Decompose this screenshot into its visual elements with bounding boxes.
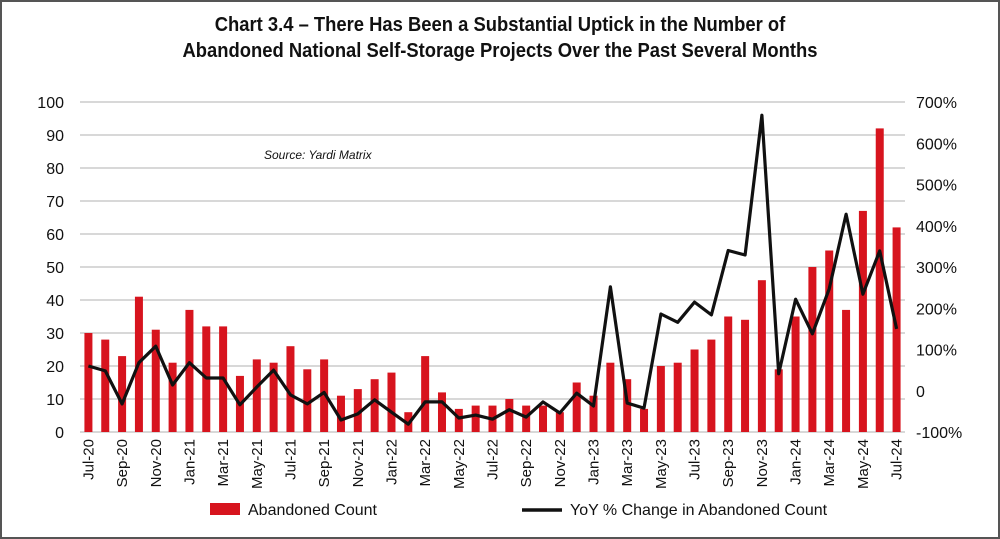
bar-Jul-24: [892, 227, 901, 432]
bar-Oct-22: [539, 405, 548, 432]
source-note: Source: Yardi Matrix: [264, 148, 373, 162]
right-tick-label: 300%: [916, 260, 957, 277]
x-tick-label: Nov-20: [148, 439, 165, 487]
x-tick-label: Jan-22: [383, 439, 400, 485]
right-tick-label: 200%: [916, 301, 957, 318]
x-tick-label: Jul-23: [687, 439, 704, 480]
bar-Oct-21: [336, 395, 345, 432]
bar-Nov-23: [757, 280, 766, 432]
bar-Sep-22: [522, 405, 531, 432]
bar-Aug-20: [101, 339, 110, 432]
x-tick-label: Nov-22: [552, 439, 569, 487]
bar-Jul-20: [84, 333, 93, 432]
x-tick-label: May-22: [451, 439, 468, 489]
bar-Apr-24: [842, 309, 851, 432]
bar-Nov-22: [555, 412, 564, 432]
bar-Nov-21: [353, 389, 362, 432]
title-line-1: Chart 3.4 – There Has Been a Substantial…: [214, 14, 786, 36]
x-tick-label: Jan-24: [788, 439, 805, 485]
left-tick-label: 90: [46, 128, 64, 145]
bar-Aug-23: [707, 339, 716, 432]
bar-Jul-23: [690, 349, 699, 432]
x-tick-label: Nov-23: [754, 439, 771, 487]
bar-May-23: [656, 366, 665, 432]
bar-Sep-20: [118, 356, 127, 432]
bar-Apr-23: [640, 408, 649, 432]
x-tick-label: Mar-23: [619, 439, 636, 487]
bar-Jul-21: [286, 346, 295, 432]
right-tick-label: 700%: [916, 95, 957, 112]
x-tick-label: Sep-23: [720, 439, 737, 487]
right-tick-label: 500%: [916, 178, 957, 195]
x-tick-label: Sep-22: [518, 439, 535, 487]
bar-Dec-21: [370, 379, 379, 432]
bar-Apr-22: [437, 392, 446, 432]
right-tick-label: 600%: [916, 136, 957, 153]
x-tick-label: Mar-21: [215, 439, 232, 487]
bar-Jun-22: [471, 405, 480, 432]
bar-Nov-20: [151, 329, 160, 432]
bar-Feb-23: [606, 362, 615, 432]
left-tick-label: 70: [46, 194, 64, 211]
chart-title: Chart 3.4 – There Has Been a Substantial…: [42, 12, 958, 64]
left-tick-label: 60: [46, 227, 64, 244]
bar-Jan-23: [589, 395, 598, 432]
left-tick-label: 10: [46, 392, 64, 409]
bar-May-21: [252, 359, 261, 432]
bar-Dec-23: [774, 369, 783, 432]
legend-label-bar: Abandoned Count: [248, 502, 378, 519]
left-tick-label: 0: [55, 425, 64, 442]
x-tick-label: Sep-21: [316, 439, 333, 487]
x-tick-label: Sep-20: [114, 439, 131, 487]
right-tick-label: 100%: [916, 343, 957, 360]
x-tick-label: Jul-20: [80, 439, 97, 480]
x-tick-label: May-24: [855, 439, 872, 489]
bar-Feb-24: [808, 267, 817, 432]
bar-Jan-21: [185, 309, 194, 432]
x-tick-label: Jul-24: [889, 439, 906, 480]
bar-May-22: [454, 408, 463, 432]
x-tick-label: Nov-21: [350, 439, 367, 487]
x-tick-label: Jan-23: [586, 439, 603, 485]
bar-Oct-23: [741, 319, 750, 432]
bar-Sep-21: [320, 359, 329, 432]
left-tick-label: 40: [46, 293, 64, 310]
left-tick-label: 80: [46, 161, 64, 178]
bar-Dec-22: [572, 382, 581, 432]
bar-Sep-23: [724, 316, 733, 432]
x-tick-label: Mar-22: [417, 439, 434, 487]
right-tick-label: 0: [916, 384, 925, 401]
x-tick-label: Jul-22: [485, 439, 502, 480]
bar-Mar-23: [623, 379, 632, 432]
x-tick-label: May-23: [653, 439, 670, 489]
bar-Jun-21: [269, 362, 278, 432]
legend-label-line: YoY % Change in Abandoned Count: [570, 502, 828, 519]
bar-Dec-20: [168, 362, 177, 432]
bar-Aug-22: [505, 399, 514, 432]
bar-May-24: [858, 210, 867, 432]
bar-Jan-22: [387, 372, 396, 432]
x-tick-label: May-21: [249, 439, 266, 489]
title-line-2: Abandoned National Self-Storage Projects…: [182, 40, 818, 62]
right-tick-label: -100%: [916, 425, 962, 442]
bar-Aug-21: [303, 369, 312, 432]
left-tick-label: 50: [46, 260, 64, 277]
left-tick-label: 20: [46, 359, 64, 376]
legend-swatch-bar: [210, 503, 240, 515]
left-tick-label: 100: [37, 95, 64, 112]
right-tick-label: 400%: [916, 219, 957, 236]
bar-Jun-24: [875, 128, 884, 432]
left-tick-label: 30: [46, 326, 64, 343]
bar-Jun-23: [673, 362, 682, 432]
x-tick-label: Jul-21: [282, 439, 299, 480]
bar-Jan-24: [791, 316, 800, 432]
x-tick-label: Mar-24: [821, 439, 838, 487]
bar-Mar-24: [825, 250, 834, 432]
bar-Mar-22: [421, 356, 430, 432]
x-tick-label: Jan-21: [181, 439, 198, 485]
